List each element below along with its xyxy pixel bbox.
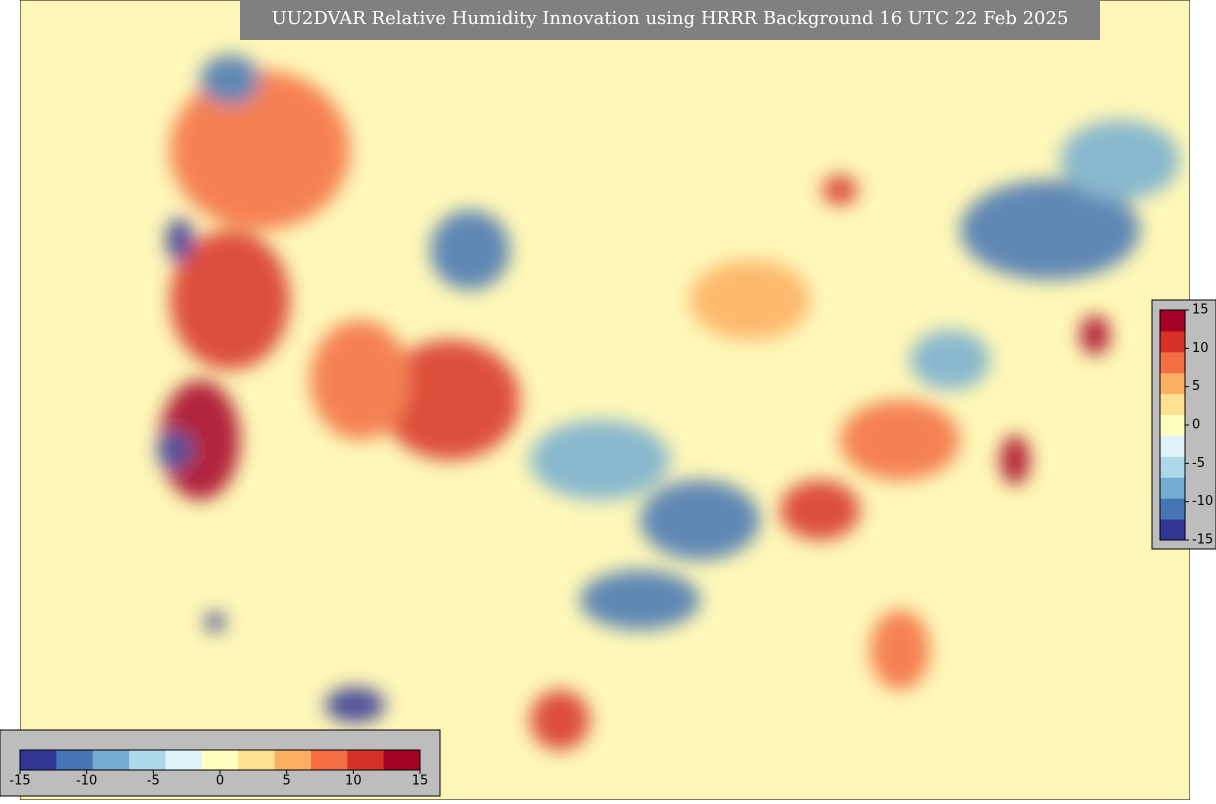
map-field [20,0,1190,800]
colorbar-tick-label: -10 [1192,494,1213,509]
colorbars: -15 -10 -5 0 5 10 15 15 10 5 0 -5 -10 -15 [9,303,1213,789]
colorbar-segment [1160,393,1185,416]
colorbar-segment [1160,372,1185,395]
colorbar-segment [1160,310,1185,332]
title: UU2DVAR Relative Humidity Innovation usi… [272,8,1069,29]
colorbar-tick-label: -5 [147,774,160,789]
title-box [240,0,1100,40]
colorbar-segment [1160,414,1185,436]
colorbar-segment [1160,330,1185,353]
colorbar-segment [165,750,203,770]
colorbar-segment [1160,435,1185,457]
colorbar-segment [1160,519,1185,541]
colorbar-segment [1160,477,1185,499]
colorbar-tick-label: 5 [283,774,291,789]
colorbar-segment [129,750,166,770]
colorbar-tick-label: 0 [216,774,224,789]
colorbar-segment [56,750,94,770]
colorbar-tick-label: 15 [1192,303,1209,318]
colorbar-segment [310,750,348,770]
colorbar-segment [1160,351,1185,374]
colorbar-tick-label: -15 [1192,533,1213,548]
colorbar-tick-label: -10 [76,774,97,789]
colorbar-segment [1160,456,1185,478]
colorbar-tick-label: 0 [1192,418,1200,433]
colorbar-segment [274,750,312,770]
colorbar-segment [383,750,421,770]
colorbar-segment [1160,498,1185,520]
colorbar-segment [347,750,385,770]
colorbar-tick-label: 10 [1192,341,1209,356]
colorbar-tick-label: 5 [1192,379,1200,394]
colorbar-segment [238,750,276,770]
colorbar-tick-label: 15 [412,774,429,789]
colorbar-segment [92,750,130,770]
colorbar-segment [20,750,57,770]
humidity-field [157,55,1180,750]
colorbar-tick-label: -15 [9,774,30,789]
colorbar-segment [201,750,239,770]
colorbar-tick-label: -5 [1192,456,1205,471]
colorbar-tick-label: 10 [345,774,362,789]
